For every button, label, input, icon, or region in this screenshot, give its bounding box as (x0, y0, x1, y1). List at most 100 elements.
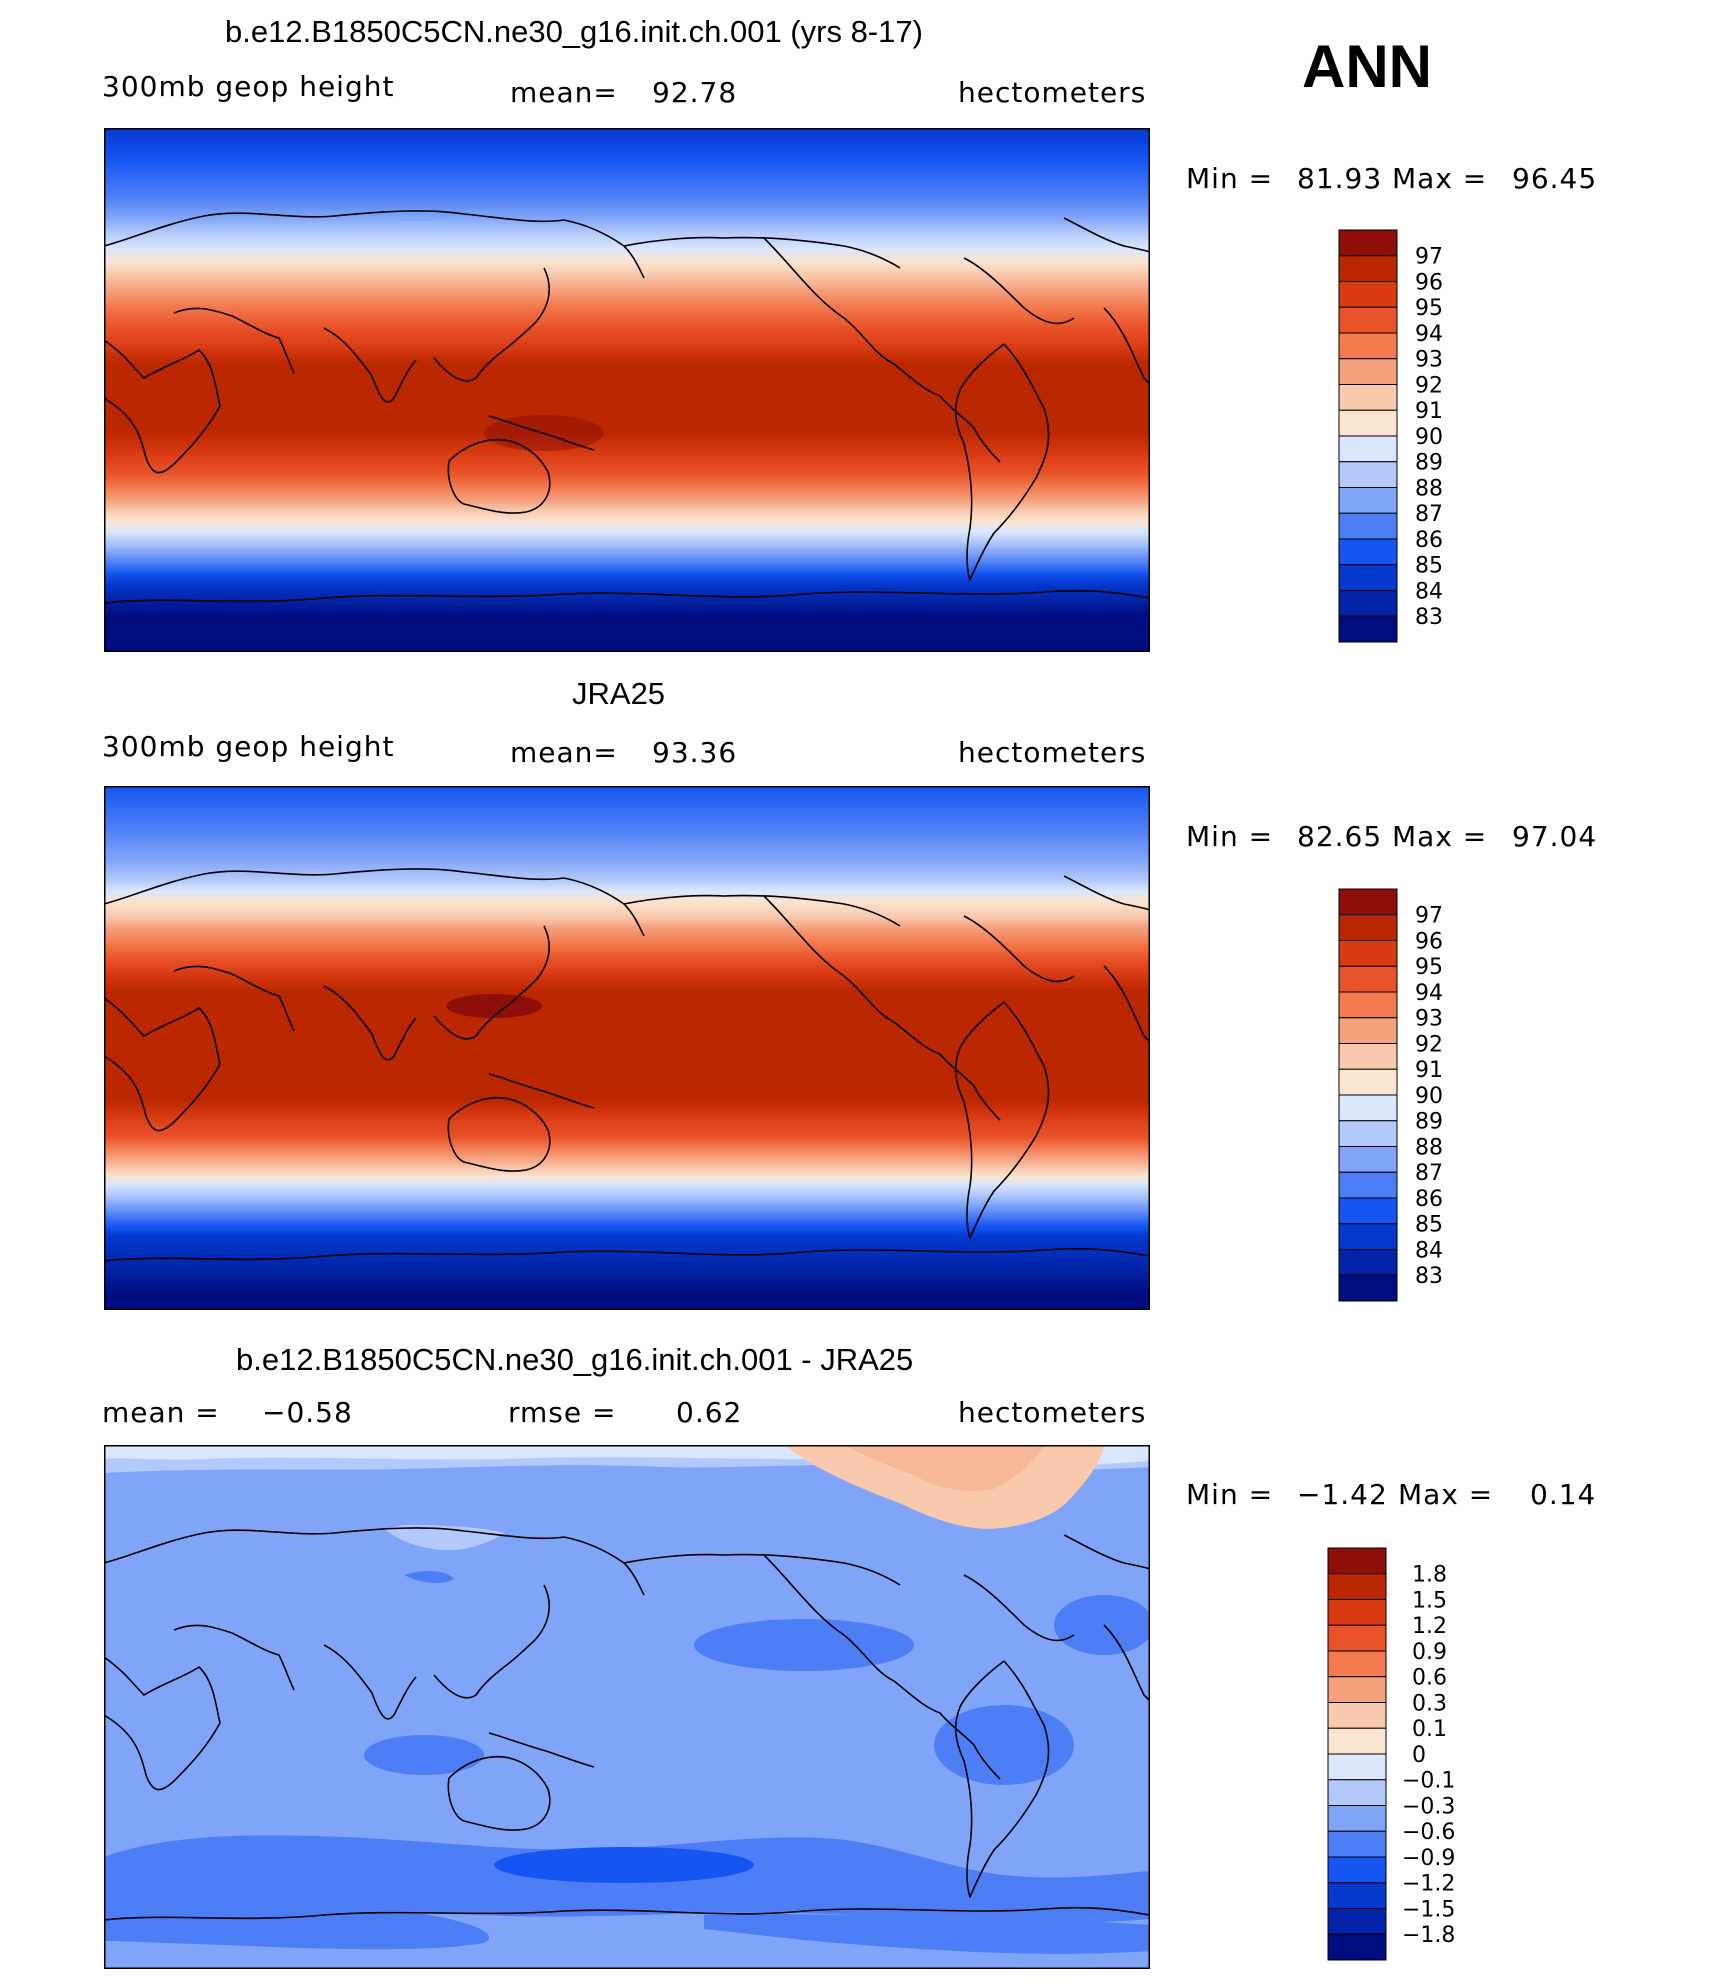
panel2-min-label: Min = (1186, 820, 1274, 853)
colorbar-swatch (1338, 409, 1398, 437)
colorbar-swatch (1338, 1197, 1398, 1225)
panel3-mean-label: mean = (102, 1396, 220, 1429)
colorbar-swatch (1338, 461, 1398, 488)
colorbar-label: 85 (1415, 554, 1443, 579)
colorbar-swatch (1327, 1908, 1387, 1935)
panel3-min-value: −1.42 (1297, 1478, 1388, 1511)
colorbar-label: 94 (1415, 981, 1443, 1006)
colorbar-swatch (1338, 384, 1398, 411)
colorbar-swatch (1338, 435, 1398, 463)
colorbar-label: 89 (1415, 1110, 1443, 1135)
colorbar-swatch (1338, 590, 1398, 617)
panel3-min-label: Min = (1186, 1478, 1274, 1511)
colorbar-label: 0 (1412, 1743, 1426, 1768)
colorbar-swatch (1338, 229, 1398, 257)
season-label: ANN (1302, 33, 1432, 100)
panel1-title: b.e12.B1850C5CN.ne30_g16.init.ch.001 (yr… (225, 14, 923, 49)
colorbar-swatch (1327, 1779, 1387, 1806)
panel3-max-label: Max = (1398, 1478, 1494, 1511)
colorbar-label: 86 (1415, 528, 1443, 553)
colorbar-label: 90 (1415, 1084, 1443, 1109)
panel3-max-value: 0.14 (1530, 1478, 1597, 1511)
panel3-colorbar: 1.8 1.5 1.2 0.9 0.6 0.3 0.1 0 −0.1 −0.3 … (1327, 1547, 1455, 1961)
colorbar-label: 0.6 (1412, 1666, 1447, 1691)
colorbar-label: −1.8 (1402, 1923, 1455, 1948)
panel3-mean-value: −0.58 (262, 1396, 353, 1429)
colorbar-swatch (1327, 1933, 1387, 1961)
colorbar-label: 84 (1415, 1238, 1443, 1263)
colorbar-swatch (1338, 940, 1398, 967)
colorbar-label: 91 (1415, 399, 1443, 424)
colorbar-swatch (1338, 888, 1398, 916)
panel1-min-label: Min = (1186, 162, 1274, 195)
colorbar-swatch (1327, 1702, 1387, 1729)
colorbar-label: 86 (1415, 1187, 1443, 1212)
colorbar-label: 92 (1415, 373, 1443, 398)
colorbar-swatch (1338, 538, 1398, 566)
colorbar-swatch (1327, 1753, 1387, 1781)
colorbar-swatch (1338, 512, 1398, 540)
colorbar-label: 84 (1415, 579, 1443, 604)
colorbar-label: 83 (1415, 1264, 1443, 1289)
panel2-map (104, 786, 1150, 1310)
colorbar-label: 93 (1415, 1007, 1443, 1032)
colorbar-label: −1.2 (1402, 1872, 1455, 1897)
colorbar-label: −1.5 (1402, 1897, 1455, 1922)
colorbar-swatch (1338, 306, 1398, 334)
colorbar-swatch (1327, 1573, 1387, 1600)
colorbar-label: 87 (1415, 502, 1443, 527)
panel1-mean-label: mean= (510, 76, 618, 109)
colorbar-swatch (1338, 1094, 1398, 1122)
panel3-map (104, 1445, 1150, 1969)
colorbar-label: 88 (1415, 476, 1443, 501)
colorbar-swatch (1327, 1727, 1387, 1755)
colorbar-label: −0.6 (1402, 1820, 1455, 1845)
colorbar-label: 83 (1415, 605, 1443, 630)
panel3-title: b.e12.B1850C5CN.ne30_g16.init.ch.001 - J… (236, 1342, 914, 1377)
colorbar-swatch (1338, 332, 1398, 360)
colorbar-swatch (1327, 1650, 1387, 1678)
panel1-colorbar: 97 96 95 94 93 92 91 90 89 88 87 86 85 8… (1338, 229, 1443, 643)
colorbar-label: 90 (1415, 425, 1443, 450)
colorbar-label: 95 (1415, 296, 1443, 321)
colorbar-label: 97 (1415, 245, 1443, 270)
colorbar-swatch (1338, 615, 1398, 643)
panel1-max-label: Max = (1392, 162, 1488, 195)
colorbar-label: 85 (1415, 1213, 1443, 1238)
colorbar-label: 89 (1415, 451, 1443, 476)
colorbar-swatch (1338, 914, 1398, 941)
colorbar-swatch (1338, 991, 1398, 1019)
colorbar-label: 95 (1415, 955, 1443, 980)
panel1-map (104, 128, 1150, 652)
colorbar-swatch (1338, 1017, 1398, 1044)
panel1-variable: 300mb geop height (102, 70, 395, 103)
colorbar-label: −0.3 (1402, 1794, 1455, 1819)
colorbar-swatch (1338, 1068, 1398, 1096)
colorbar-swatch (1327, 1830, 1387, 1858)
colorbar-label: 92 (1415, 1032, 1443, 1057)
colorbar-label: 97 (1415, 904, 1443, 929)
colorbar-swatch (1327, 1547, 1387, 1575)
colorbar-swatch (1338, 1274, 1398, 1302)
panel2-units: hectometers (958, 736, 1147, 769)
colorbar-swatch (1338, 1043, 1398, 1070)
colorbar-swatch (1338, 1146, 1398, 1173)
panel2-title: JRA25 (572, 676, 666, 711)
colorbar-swatch (1327, 1856, 1387, 1884)
colorbar-swatch (1338, 1249, 1398, 1276)
panel3-rmse-value: 0.62 (676, 1396, 743, 1429)
panel2-mean-value: 93.36 (652, 736, 738, 769)
colorbar-label: 0.1 (1412, 1717, 1447, 1742)
panel1-mean-value: 92.78 (652, 76, 738, 109)
colorbar-swatch (1338, 965, 1398, 993)
colorbar-label: −0.1 (1402, 1769, 1455, 1794)
colorbar-swatch (1338, 281, 1398, 308)
colorbar-label: 91 (1415, 1058, 1443, 1083)
colorbar-swatch (1338, 564, 1398, 591)
panel2-mean-label: mean= (510, 736, 618, 769)
panel3-units: hectometers (958, 1396, 1147, 1429)
panel3-rmse-label: rmse = (508, 1396, 617, 1429)
colorbar-label: 96 (1415, 270, 1443, 295)
colorbar-swatch (1327, 1676, 1387, 1703)
panel2-colorbar: 97 96 95 94 93 92 91 90 89 88 87 86 85 8… (1338, 888, 1443, 1302)
